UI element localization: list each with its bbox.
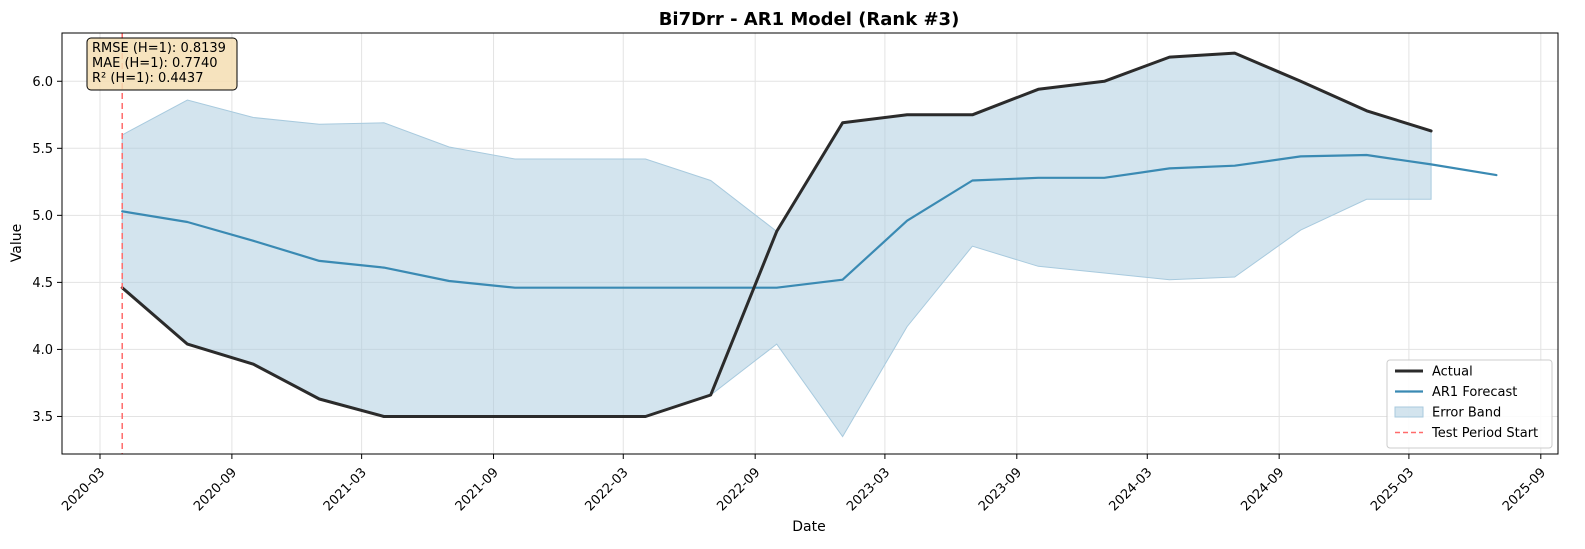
- x-tick-label: 2025-09: [1500, 465, 1549, 514]
- y-tick-label: 4.0: [32, 343, 53, 358]
- metric-line: MAE (H=1): 0.7740: [92, 56, 218, 71]
- x-tick-label: 2021-03: [321, 465, 370, 514]
- metrics-box-bg: [86, 37, 238, 91]
- metric-line: R² (H=1): 0.4437: [92, 71, 203, 86]
- x-tick-label: 2022-03: [582, 465, 631, 514]
- x-tick-label: 2023-09: [976, 465, 1025, 514]
- legend-label: Error Band: [1432, 406, 1501, 421]
- series-layer: [120, 33, 1498, 454]
- actual-line: [120, 51, 1433, 418]
- x-tick-label: 2023-03: [844, 465, 893, 514]
- legend-swatch-error-band: [1394, 406, 1424, 418]
- x-tick-label: 2020-09: [191, 465, 240, 514]
- y-tick-label: 4.5: [32, 276, 53, 291]
- y-tick-label: 3.5: [32, 410, 53, 425]
- y-axis-label: Value: [9, 224, 25, 262]
- legend-label: AR1 Forecast: [1432, 385, 1517, 400]
- error-band: [121, 52, 1432, 438]
- ar1-forecast-line: [121, 153, 1498, 289]
- legend: Actual AR1 Forecast Error Band Test Period …: [1386, 359, 1553, 449]
- legend-label: Test Period Start: [1431, 426, 1538, 441]
- x-axis-ticks: 2020-03 2020-09 2021-03 2021-09 2022-03 2022-…: [59, 454, 1549, 514]
- legend-box: [1386, 359, 1553, 449]
- x-tick-label: 2025-03: [1368, 465, 1417, 514]
- y-tick-label: 5.0: [32, 209, 53, 224]
- x-tick-label: 2020-03: [59, 465, 108, 514]
- legend-label: Actual: [1432, 365, 1473, 380]
- plot-frame: [61, 32, 1559, 455]
- x-tick-label: 2024-09: [1238, 465, 1287, 514]
- x-axis-label: Date: [792, 519, 825, 535]
- x-tick-label: 2022-09: [714, 465, 763, 514]
- error-band-layer: [121, 52, 1432, 438]
- chart-title: Bi7Drr - AR1 Model (Rank #3): [659, 9, 960, 30]
- x-tick-label: 2021-09: [453, 465, 502, 514]
- metric-line: RMSE (H=1): 0.8139: [92, 41, 226, 56]
- y-tick-label: 5.5: [32, 142, 53, 157]
- y-tick-label: 6.0: [32, 75, 53, 90]
- y-axis-ticks: 3.5 4.0 4.5 5.0 5.5 6.0: [32, 75, 62, 425]
- x-tick-label: 2024-03: [1106, 465, 1155, 514]
